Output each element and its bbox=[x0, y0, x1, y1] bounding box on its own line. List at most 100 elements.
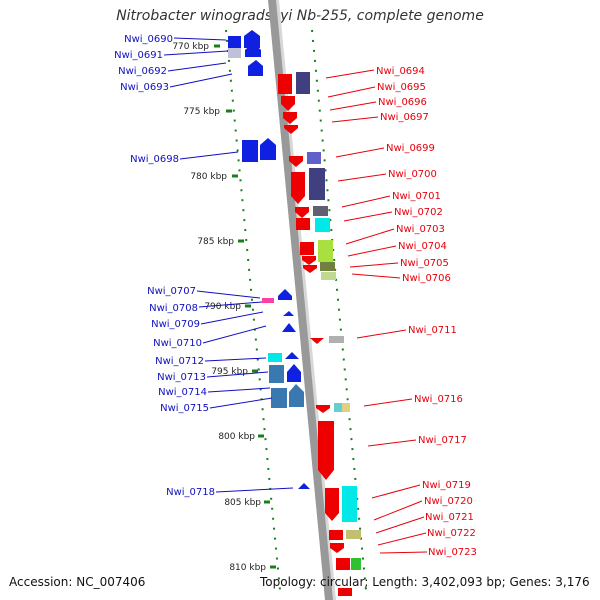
gene-feature bbox=[287, 364, 301, 382]
gene-feature bbox=[271, 388, 287, 408]
scale-label: 810 kbp bbox=[229, 563, 266, 573]
scale-label: 805 kbp bbox=[224, 498, 261, 508]
gene-feature bbox=[269, 365, 284, 383]
gene-feature bbox=[315, 218, 330, 232]
gene-label-nwi-0706: Nwi_0706 bbox=[402, 273, 451, 284]
gene-label-nwi-0703: Nwi_0703 bbox=[396, 224, 445, 235]
gene-label-nwi-0700: Nwi_0700 bbox=[388, 169, 437, 180]
gene-label-nwi-0691: Nwi_0691 bbox=[114, 50, 163, 61]
gene-feature bbox=[336, 558, 350, 570]
gene-label-nwi-0709: Nwi_0709 bbox=[151, 319, 200, 330]
gene-label-nwi-0701: Nwi_0701 bbox=[392, 191, 441, 202]
gene-label-nwi-0702: Nwi_0702 bbox=[394, 207, 443, 218]
forward-strand-features bbox=[278, 72, 361, 596]
gene-feature bbox=[334, 403, 342, 412]
gene-feature bbox=[309, 168, 325, 200]
gene-feature bbox=[298, 483, 310, 489]
gene-feature bbox=[351, 558, 361, 570]
gene-feature bbox=[329, 336, 344, 343]
gene-feature bbox=[342, 403, 350, 412]
gene-feature bbox=[295, 207, 309, 218]
scale-label: 800 kbp bbox=[218, 432, 255, 442]
genome-summary-text: Topology: circular; Length: 3,402,093 bp… bbox=[260, 575, 590, 589]
scale-label: 775 kbp bbox=[183, 107, 220, 117]
gene-feature bbox=[300, 242, 314, 255]
gene-label-nwi-0710: Nwi_0710 bbox=[153, 338, 202, 349]
gene-feature bbox=[310, 338, 324, 344]
gene-feature bbox=[268, 353, 282, 362]
scale-labels: 770 kbp 775 kbp 780 kbp 785 kbp 790 kbp … bbox=[172, 42, 266, 573]
gene-label-nwi-0719: Nwi_0719 bbox=[422, 480, 471, 491]
gene-feature bbox=[318, 240, 333, 262]
gene-label-nwi-0708: Nwi_0708 bbox=[149, 303, 198, 314]
gene-feature bbox=[244, 30, 260, 48]
gene-feature bbox=[283, 311, 294, 316]
gene-feature bbox=[245, 43, 261, 57]
gene-feature bbox=[321, 272, 336, 280]
scale-label: 795 kbp bbox=[211, 367, 248, 377]
gene-label-nwi-0696: Nwi_0696 bbox=[378, 97, 427, 108]
gene-label-nwi-0698: Nwi_0698 bbox=[130, 154, 179, 165]
gene-label-nwi-0694: Nwi_0694 bbox=[376, 66, 425, 77]
gene-feature bbox=[303, 265, 317, 273]
gene-label-nwi-0712: Nwi_0712 bbox=[155, 356, 204, 367]
gene-label-nwi-0723: Nwi_0723 bbox=[428, 547, 477, 558]
gene-feature bbox=[278, 74, 292, 94]
gene-feature bbox=[228, 36, 241, 48]
gene-feature bbox=[281, 96, 295, 111]
gene-label-nwi-0721: Nwi_0721 bbox=[425, 512, 474, 523]
gene-label-nwi-0716: Nwi_0716 bbox=[414, 394, 463, 405]
reverse-strand-features bbox=[228, 30, 310, 489]
gene-feature bbox=[330, 543, 344, 553]
scale-ticks bbox=[214, 44, 276, 569]
forward-leader-lines bbox=[325, 69, 428, 554]
gene-label-nwi-0715: Nwi_0715 bbox=[160, 403, 209, 414]
genome-title: Nitrobacter winogradskyi Nb-255, complet… bbox=[116, 8, 484, 24]
gene-label-nwi-0699: Nwi_0699 bbox=[386, 143, 435, 154]
gene-label-nwi-0722: Nwi_0722 bbox=[427, 528, 476, 539]
gene-label-nwi-0695: Nwi_0695 bbox=[377, 82, 426, 93]
scale-label: 785 kbp bbox=[197, 237, 234, 247]
scale-label: 790 kbp bbox=[204, 302, 241, 312]
accession-text: Accession: NC_007406 bbox=[9, 575, 146, 589]
gene-feature bbox=[262, 298, 274, 303]
gene-label-nwi-0711: Nwi_0711 bbox=[408, 325, 457, 336]
gene-label-nwi-0714: Nwi_0714 bbox=[158, 387, 207, 398]
gene-feature bbox=[282, 323, 296, 332]
gene-feature bbox=[283, 112, 297, 124]
gene-label-nwi-0697: Nwi_0697 bbox=[380, 112, 429, 123]
gene-feature bbox=[284, 125, 298, 134]
gene-feature bbox=[320, 262, 335, 271]
scale-label: 780 kbp bbox=[190, 172, 227, 182]
gene-feature bbox=[289, 384, 304, 407]
reverse-leader-lines bbox=[163, 37, 294, 493]
gene-label-nwi-0718: Nwi_0718 bbox=[166, 487, 215, 498]
gene-label-nwi-0690: Nwi_0690 bbox=[124, 34, 173, 45]
gene-feature bbox=[316, 405, 330, 413]
gene-label-nwi-0707: Nwi_0707 bbox=[147, 286, 196, 297]
gene-feature bbox=[278, 289, 292, 300]
gene-label-nwi-0692: Nwi_0692 bbox=[118, 66, 167, 77]
gene-feature bbox=[325, 488, 339, 521]
gene-label-nwi-0704: Nwi_0704 bbox=[398, 241, 447, 252]
gene-feature bbox=[248, 60, 263, 76]
gene-feature bbox=[318, 421, 334, 480]
gene-feature bbox=[296, 72, 310, 94]
gene-feature bbox=[329, 530, 343, 540]
gene-label-nwi-0717: Nwi_0717 bbox=[418, 435, 467, 446]
gene-label-nwi-0713: Nwi_0713 bbox=[157, 372, 206, 383]
gene-feature bbox=[291, 172, 305, 204]
gene-feature bbox=[289, 156, 303, 167]
gene-feature bbox=[260, 138, 276, 160]
gene-feature bbox=[342, 486, 357, 522]
gene-feature bbox=[285, 352, 299, 359]
gene-feature bbox=[242, 140, 258, 162]
forward-gene-labels: Nwi_0694 Nwi_0695 Nwi_0696 Nwi_0697 Nwi_… bbox=[376, 66, 477, 558]
gene-feature bbox=[228, 48, 241, 58]
gene-label-nwi-0720: Nwi_0720 bbox=[424, 496, 473, 507]
gene-feature bbox=[338, 588, 352, 596]
gene-label-nwi-0705: Nwi_0705 bbox=[400, 258, 449, 269]
gene-feature bbox=[313, 206, 328, 216]
